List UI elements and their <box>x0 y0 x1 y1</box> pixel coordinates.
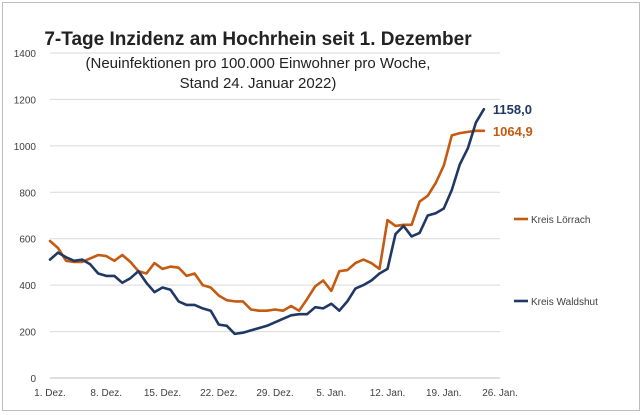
chart-subtitle-line-2: Stand 24. Januar 2022) <box>179 75 337 92</box>
y-tick-label: 0 <box>30 374 36 385</box>
x-tick-label: 22. Dez. <box>200 388 237 399</box>
x-tick-label: 19. Jan. <box>426 388 462 399</box>
chart-frame: 7-Tage Inzidenz am Hochrhein seit 1. Dez… <box>2 2 640 411</box>
y-tick-label: 600 <box>19 235 36 246</box>
y-tick-label: 800 <box>19 188 36 199</box>
series-end-label: 1064,9 <box>493 124 533 139</box>
legend-label: Kreis Waldshut <box>531 297 598 308</box>
x-tick-label: 8. Dez. <box>90 388 122 399</box>
x-tick-label: 5. Jan. <box>316 388 346 399</box>
x-tick-label: 12. Jan. <box>370 388 406 399</box>
y-tick-label: 1200 <box>14 95 37 106</box>
x-tick-label: 29. Dez. <box>256 388 293 399</box>
gridlines <box>50 52 500 379</box>
y-axis-tick-labels: 0 200 400 600 800 1000 1200 1400 <box>14 49 37 385</box>
y-tick-label: 200 <box>19 328 36 339</box>
chart-title: 7-Tage Inzidenz am Hochrhein seit 1. Dez… <box>44 29 472 50</box>
chart-subtitle-line-1: (Neuinfektionen pro 100.000 Einwohner pr… <box>85 55 431 72</box>
x-tick-label: 26. Jan. <box>482 388 518 399</box>
series-end-label: 1158,0 <box>493 102 532 117</box>
legend-label: Kreis Lörrach <box>531 215 590 226</box>
series-end-labels: 1064,9 1158,0 <box>493 102 533 139</box>
series-line-1 <box>48 129 486 313</box>
series-line-2 <box>48 107 486 336</box>
x-tick-label: 1. Dez. <box>34 388 66 399</box>
y-tick-label: 400 <box>19 281 36 292</box>
series-lines <box>48 107 486 336</box>
y-tick-label: 1400 <box>14 49 37 60</box>
legend: Kreis Lörrach Kreis Waldshut <box>514 215 598 308</box>
y-tick-label: 1000 <box>14 142 37 153</box>
x-tick-label: 15. Dez. <box>144 388 181 399</box>
x-axis-tick-labels: 1. Dez. 8. Dez. 15. Dez. 22. Dez. 29. Dez. 5.… <box>34 388 518 399</box>
